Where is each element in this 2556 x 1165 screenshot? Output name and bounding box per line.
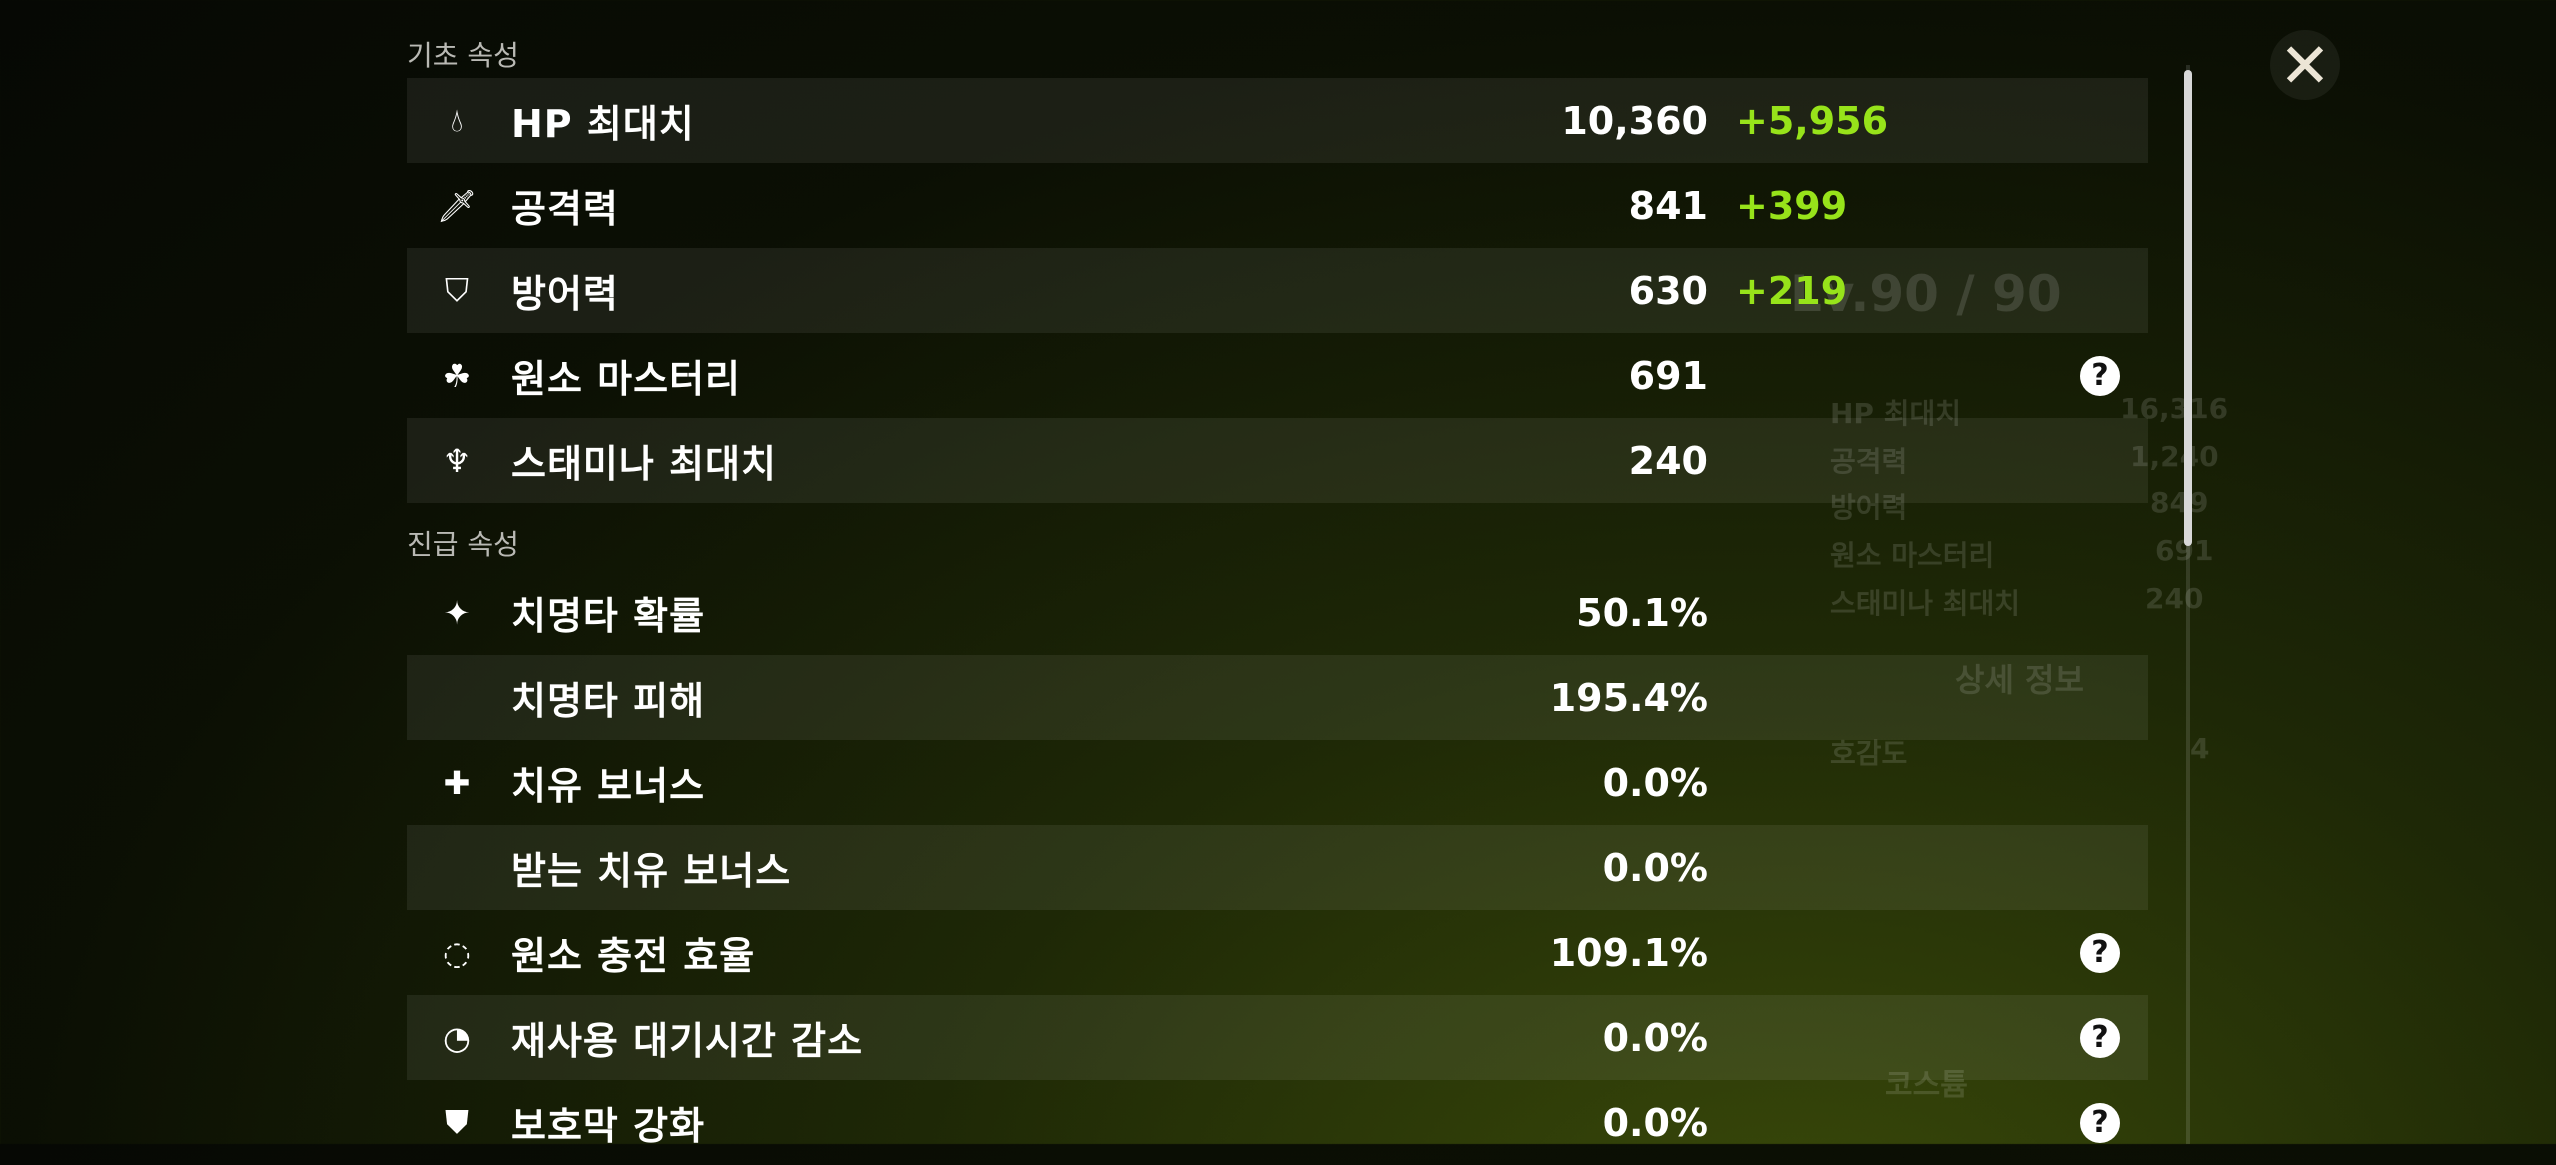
stat-row: ⛉ 방어력 630 +219 — [407, 248, 2148, 333]
bg-level: Lv.90 / 90 — [1790, 265, 2062, 323]
bg-details-button: 상세 정보 — [1955, 661, 2084, 699]
shield-icon: ⛉ — [444, 271, 469, 309]
stat-value: 841 — [1628, 183, 1708, 228]
stat-row: ⛊ 보호막 강화 0.0%? — [407, 1080, 2148, 1165]
help-icon[interactable]: ? — [2080, 932, 2120, 973]
stat-value: 109.1% — [1549, 930, 1708, 975]
stat-value: 240 — [1628, 438, 1708, 483]
stat-value: 630 — [1628, 268, 1708, 313]
stat-row: ✦ 치명타 확률 50.1% — [407, 570, 2148, 655]
bg-stat-label: 스태미나 최대치 — [1830, 587, 2021, 620]
stat-label: HP 최대치 — [511, 102, 695, 146]
stat-label: 보호막 강화 — [511, 1104, 706, 1148]
bg-stat-value: 240 — [2145, 582, 2204, 615]
stat-value: 50.1% — [1576, 590, 1708, 635]
bg-friendship-label: 호감도 — [1830, 737, 1908, 770]
energy-recharge-icon: ◌ — [443, 933, 471, 972]
scrollbar-track[interactable] — [2186, 65, 2190, 1144]
stat-bonus: +399 — [1736, 183, 1848, 228]
advanced-stats-heading: 진급 속성 — [407, 528, 519, 561]
cooldown-icon: ◔ — [443, 1018, 471, 1057]
help-icon[interactable]: ? — [2080, 1102, 2120, 1143]
bg-costume-button: 코스튬 — [1885, 1068, 1968, 1103]
stat-value: 0.0% — [1602, 760, 1708, 805]
stat-value: 10,360 — [1561, 98, 1708, 143]
stat-label: 치명타 피해 — [511, 679, 706, 723]
scrollbar-thumb[interactable] — [2184, 70, 2192, 546]
bg-stat-label: HP 최대치 — [1830, 397, 1961, 430]
bg-stat-value: 16,316 — [2120, 392, 2229, 425]
stat-label: 받는 치유 보너스 — [511, 849, 792, 893]
healing-cross-icon: ✚ — [443, 763, 471, 802]
stat-label: 스태미나 최대치 — [511, 442, 777, 486]
stat-row: ◌ 원소 충전 효율 109.1%? — [407, 910, 2148, 995]
stat-label: 공격력 — [511, 187, 619, 231]
elemental-mastery-icon: ☘ — [442, 356, 472, 395]
help-icon[interactable]: ? — [2080, 1017, 2120, 1058]
stat-row: ♆ 스태미나 최대치 240 — [407, 418, 2148, 503]
stat-row: 치명타 피해 195.4% — [407, 655, 2148, 740]
stat-label: 치명타 확률 — [511, 594, 706, 638]
stat-bonus: +5,956 — [1736, 98, 1889, 143]
stat-value: 0.0% — [1602, 1100, 1708, 1145]
help-icon[interactable]: ? — [2080, 355, 2120, 396]
bg-friendship-value: 4 — [2190, 732, 2210, 765]
bg-stat-label: 공격력 — [1830, 445, 1908, 478]
stat-value: 691 — [1628, 353, 1708, 398]
bg-stat-value: 1,240 — [2130, 440, 2219, 473]
stat-row: ◔ 재사용 대기시간 감소 0.0%? — [407, 995, 2148, 1080]
bg-stat-label: 방어력 — [1830, 491, 1908, 524]
stat-bonus: +219 — [1736, 268, 1848, 313]
stat-label: 방어력 — [511, 272, 619, 316]
hp-drop-icon: 💧︎ — [450, 101, 464, 139]
stamina-icon: ♆ — [442, 441, 472, 480]
stat-row: 💧︎ HP 최대치 10,360 +5,956 — [407, 78, 2148, 163]
base-stats-heading: 기초 속성 — [407, 39, 519, 72]
stat-value: 0.0% — [1602, 1015, 1708, 1060]
sword-icon: 🗡︎ — [436, 186, 478, 225]
bg-stat-label: 원소 마스터리 — [1830, 539, 1995, 572]
close-button[interactable]: ✕ — [2270, 28, 2340, 102]
bg-stat-value: 849 — [2150, 486, 2209, 519]
shield-strength-icon: ⛊ — [444, 1103, 469, 1141]
stat-label: 치유 보너스 — [511, 764, 706, 808]
stat-row: ✚ 치유 보너스 0.0% — [407, 740, 2148, 825]
crit-rate-icon: ✦ — [443, 593, 471, 632]
stat-row: ☘ 원소 마스터리 691? — [407, 333, 2148, 418]
stat-label: 원소 마스터리 — [511, 357, 741, 401]
stat-row: 🗡︎ 공격력 841 +399 — [407, 163, 2148, 248]
stat-row: 받는 치유 보너스 0.0% — [407, 825, 2148, 910]
close-x-icon: ✕ — [2279, 28, 2331, 102]
stat-label: 원소 충전 효율 — [511, 934, 756, 978]
stat-value: 195.4% — [1549, 675, 1708, 720]
stat-label: 재사용 대기시간 감소 — [511, 1019, 864, 1063]
stat-value: 0.0% — [1602, 845, 1708, 890]
